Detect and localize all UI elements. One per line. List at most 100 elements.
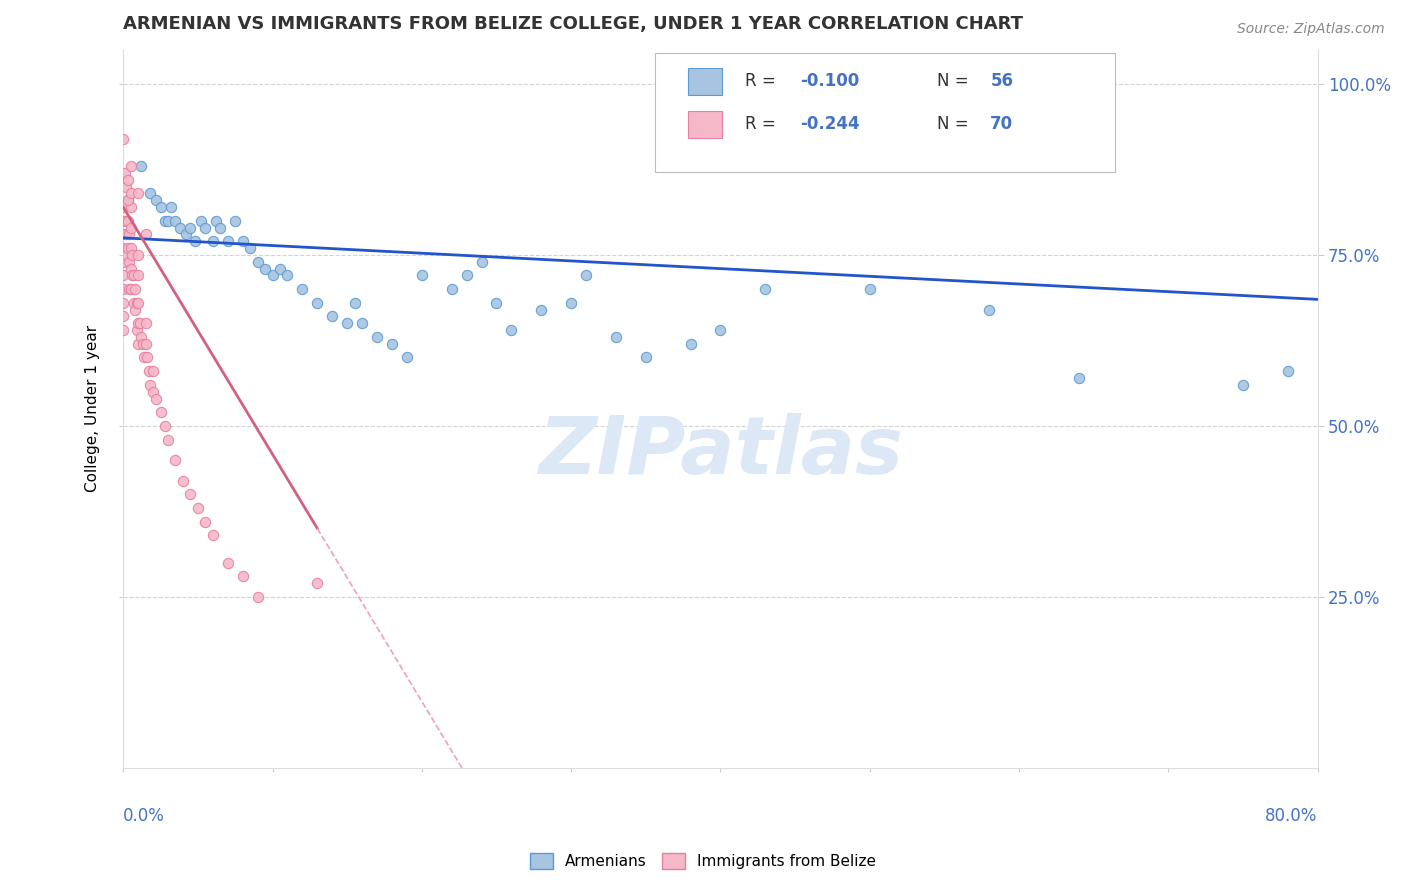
Point xyxy=(127,186,149,201)
FancyBboxPatch shape xyxy=(688,111,721,138)
Point xyxy=(124,282,146,296)
Point xyxy=(145,392,167,406)
Point xyxy=(142,364,165,378)
Point xyxy=(149,200,172,214)
Point xyxy=(112,295,135,310)
Point xyxy=(127,336,149,351)
Point xyxy=(179,487,201,501)
Text: 70: 70 xyxy=(990,115,1014,134)
Point xyxy=(112,227,135,242)
Point xyxy=(127,248,149,262)
Point xyxy=(115,179,138,194)
Text: ZIPatlas: ZIPatlas xyxy=(538,413,903,491)
Text: 80.0%: 80.0% xyxy=(1265,807,1317,825)
Point xyxy=(232,234,254,248)
Point xyxy=(112,241,135,255)
Point xyxy=(112,254,135,268)
Point xyxy=(114,166,136,180)
Point xyxy=(194,220,217,235)
Point xyxy=(560,295,582,310)
Point xyxy=(136,351,159,365)
Point xyxy=(395,351,418,365)
Point xyxy=(194,515,217,529)
Point xyxy=(224,213,246,227)
Point xyxy=(117,213,139,227)
Point xyxy=(160,200,183,214)
Point xyxy=(530,302,553,317)
FancyBboxPatch shape xyxy=(688,68,721,95)
Point xyxy=(269,261,291,276)
Point xyxy=(172,474,194,488)
Point xyxy=(120,220,142,235)
Point xyxy=(139,186,162,201)
Point xyxy=(754,282,776,296)
Point xyxy=(124,302,146,317)
Point xyxy=(411,268,433,283)
Point xyxy=(112,323,135,337)
Point xyxy=(120,200,142,214)
Point xyxy=(859,282,882,296)
Point xyxy=(118,254,141,268)
Point xyxy=(1232,377,1254,392)
Point xyxy=(131,336,153,351)
Text: -0.100: -0.100 xyxy=(800,72,859,90)
Point xyxy=(127,268,149,283)
Point xyxy=(120,241,142,255)
Point xyxy=(127,316,149,330)
Point xyxy=(343,295,366,310)
Point xyxy=(156,433,179,447)
Point xyxy=(575,268,598,283)
Point xyxy=(117,172,139,186)
Point xyxy=(118,282,141,296)
Point xyxy=(117,193,139,207)
Point xyxy=(179,220,201,235)
Text: Source: ZipAtlas.com: Source: ZipAtlas.com xyxy=(1237,22,1385,37)
Text: ARMENIAN VS IMMIGRANTS FROM BELIZE COLLEGE, UNDER 1 YEAR CORRELATION CHART: ARMENIAN VS IMMIGRANTS FROM BELIZE COLLE… xyxy=(124,15,1024,33)
Point xyxy=(307,576,329,591)
Point xyxy=(209,220,232,235)
Point xyxy=(115,213,138,227)
Point xyxy=(121,268,143,283)
Point xyxy=(276,268,298,283)
Point xyxy=(135,227,157,242)
Point xyxy=(112,200,135,214)
Point xyxy=(112,213,135,227)
Point xyxy=(246,590,269,604)
Point xyxy=(336,316,359,330)
Point xyxy=(153,418,176,433)
Point xyxy=(456,268,478,283)
Point xyxy=(138,364,160,378)
Point xyxy=(129,159,152,173)
Point xyxy=(120,282,142,296)
Text: -0.244: -0.244 xyxy=(800,115,860,134)
Text: N =: N = xyxy=(936,72,973,90)
Point xyxy=(605,330,627,344)
Point xyxy=(125,295,148,310)
Point xyxy=(125,323,148,337)
Text: 0.0%: 0.0% xyxy=(124,807,165,825)
Text: 56: 56 xyxy=(990,72,1014,90)
Point xyxy=(112,132,135,146)
Point xyxy=(217,234,239,248)
Point xyxy=(470,254,492,268)
Point xyxy=(120,261,142,276)
Point xyxy=(122,295,145,310)
Point xyxy=(127,295,149,310)
Point xyxy=(381,336,404,351)
Point xyxy=(201,234,224,248)
Point xyxy=(149,405,172,419)
Point xyxy=(501,323,523,337)
Point xyxy=(485,295,508,310)
Point xyxy=(201,528,224,542)
Point xyxy=(254,261,277,276)
Point xyxy=(128,316,150,330)
Point xyxy=(321,310,343,324)
Text: N =: N = xyxy=(936,115,973,134)
Point xyxy=(122,268,145,283)
Point xyxy=(135,336,157,351)
Point xyxy=(291,282,314,296)
Point xyxy=(709,323,731,337)
Point xyxy=(118,227,141,242)
Point xyxy=(1067,371,1090,385)
Point xyxy=(307,295,329,310)
